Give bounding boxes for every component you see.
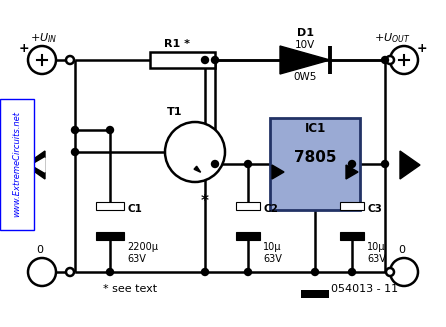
- Bar: [96, 232, 124, 240]
- Circle shape: [211, 161, 219, 167]
- Text: 0W5: 0W5: [293, 72, 317, 82]
- Circle shape: [66, 268, 74, 276]
- Circle shape: [71, 127, 78, 133]
- Circle shape: [202, 268, 208, 276]
- Text: C2: C2: [263, 204, 278, 214]
- Bar: [301, 290, 329, 298]
- Circle shape: [107, 268, 113, 276]
- Circle shape: [381, 161, 388, 167]
- Text: 054013 - 11: 054013 - 11: [331, 284, 399, 294]
- Text: 10V: 10V: [295, 40, 315, 50]
- Text: $+U_{OUT}$: $+U_{OUT}$: [374, 31, 410, 45]
- Circle shape: [386, 56, 394, 64]
- Text: 0: 0: [398, 245, 405, 255]
- Circle shape: [165, 122, 225, 182]
- Bar: [340, 202, 364, 210]
- Circle shape: [211, 57, 219, 63]
- Circle shape: [386, 268, 394, 276]
- Bar: [270, 118, 360, 210]
- Text: *: *: [201, 194, 209, 209]
- Text: 7805: 7805: [294, 150, 336, 165]
- Polygon shape: [272, 165, 284, 179]
- Text: IC1: IC1: [304, 122, 326, 135]
- Text: 2200μ
63V: 2200μ 63V: [127, 242, 158, 264]
- Bar: [96, 202, 124, 210]
- Circle shape: [66, 56, 74, 64]
- Text: C1: C1: [127, 204, 142, 214]
- Text: R1 *: R1 *: [164, 39, 190, 49]
- Circle shape: [244, 268, 252, 276]
- Circle shape: [381, 57, 388, 63]
- Bar: [236, 202, 260, 210]
- Text: C3: C3: [367, 204, 382, 214]
- Text: 0: 0: [37, 245, 44, 255]
- Polygon shape: [33, 158, 45, 172]
- Circle shape: [28, 46, 56, 74]
- Text: * see text: * see text: [103, 284, 157, 294]
- Circle shape: [107, 127, 113, 133]
- Text: 10μ
63V: 10μ 63V: [263, 242, 282, 264]
- Circle shape: [244, 161, 252, 167]
- Circle shape: [348, 268, 355, 276]
- Bar: [150, 52, 215, 68]
- Text: 10μ
63V: 10μ 63V: [367, 242, 386, 264]
- Polygon shape: [280, 46, 330, 74]
- Bar: [236, 232, 260, 240]
- Text: D1: D1: [297, 28, 314, 38]
- Polygon shape: [400, 151, 420, 179]
- Circle shape: [390, 258, 418, 286]
- Circle shape: [28, 258, 56, 286]
- Text: +: +: [19, 42, 29, 55]
- Circle shape: [202, 57, 208, 63]
- Circle shape: [390, 46, 418, 74]
- Text: www.ExtremeCircuits.net: www.ExtremeCircuits.net: [12, 111, 21, 217]
- Bar: [340, 232, 364, 240]
- Circle shape: [348, 161, 355, 167]
- Text: T1: T1: [167, 107, 183, 117]
- Circle shape: [71, 148, 78, 156]
- Text: +: +: [417, 42, 427, 55]
- Polygon shape: [25, 151, 45, 179]
- Circle shape: [311, 268, 318, 276]
- Polygon shape: [346, 165, 358, 179]
- Polygon shape: [194, 166, 201, 172]
- Text: $+U_{IN}$: $+U_{IN}$: [30, 31, 58, 45]
